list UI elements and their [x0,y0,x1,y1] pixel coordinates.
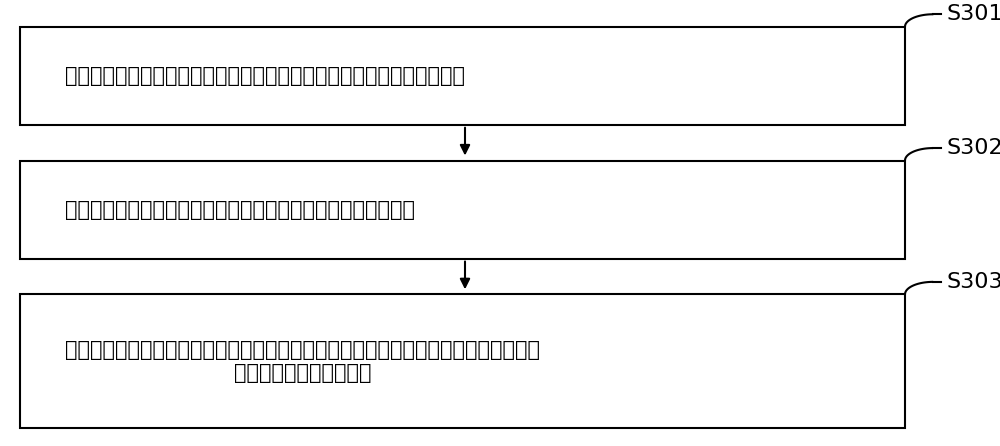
Text: 获取待烧写的可执行文件后传入载入函数得到解析数据，再发送烧写指令: 获取待烧写的可执行文件后传入载入函数得到解析数据，再发送烧写指令 [65,66,465,86]
Bar [20,294,905,428]
Text: 接收数据请求，检测烧写是否正常，若烧写失败，则结束烧写；若烧写正常，根据所述
数据请求发送所述固件包: 接收数据请求，检测烧写是否正常，若烧写失败，则结束烧写；若烧写正常，根据所述 数… [65,340,540,383]
Text: 发送擦除指令，并将所述解析数据传入数据处理函数得到固件包: 发送擦除指令，并将所述解析数据传入数据处理函数得到固件包 [65,200,415,219]
Text: S303: S303 [946,272,1000,292]
Bar [20,161,905,259]
Text: S301: S301 [946,4,1000,24]
Text: S302: S302 [946,138,1000,158]
Bar [20,27,905,125]
